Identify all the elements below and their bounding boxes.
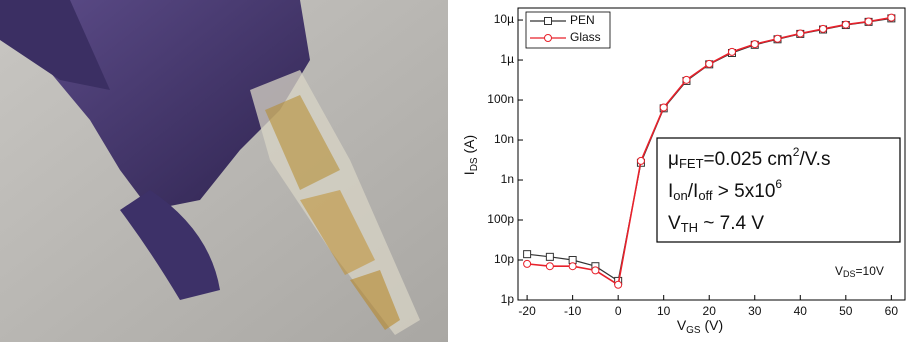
y-tick-label: 10n	[494, 132, 514, 146]
condition-part: V	[835, 264, 843, 278]
x-tick-label: 60	[885, 304, 899, 318]
plot-area: PEN Glass	[523, 13, 896, 289]
annotation-threshold: VTH ~ 7.4 V	[668, 213, 764, 235]
condition-label: VDS=10V	[835, 264, 884, 279]
marker	[568, 262, 577, 271]
annotation-part: I	[668, 181, 673, 202]
marker	[659, 103, 668, 112]
marker	[750, 40, 759, 49]
y-axis-title-sub: DS	[469, 157, 480, 171]
y-axis-title: IDS (A)	[461, 135, 480, 175]
marker	[887, 13, 896, 22]
marker	[636, 156, 645, 165]
annotation-part: μ	[668, 149, 679, 170]
y-tick-label: 1p	[501, 292, 515, 306]
annotation-part: V	[668, 213, 681, 234]
annotation-part: on	[673, 188, 687, 203]
marker	[614, 280, 623, 289]
annotation-part: /V.s	[799, 149, 830, 170]
annotation-part: FET	[679, 156, 704, 171]
annotation-box	[656, 137, 901, 243]
annotation-onoff: Ion/Ioff > 5x106	[668, 177, 782, 203]
y-axis-title-main: I	[461, 171, 477, 175]
marker	[796, 29, 805, 38]
legend-label: Glass	[570, 30, 601, 44]
condition-part: =10V	[856, 264, 884, 278]
y-tick-label: 10p	[494, 252, 514, 266]
annotation-mobility: μFET=0.025 cm2/V.s	[668, 145, 830, 171]
marker	[864, 17, 873, 26]
x-tick-label: -10	[564, 304, 582, 318]
x-axis-title-unit: (V)	[701, 317, 724, 333]
legend-marker	[544, 17, 552, 25]
annotation-part: 2	[793, 145, 800, 159]
marker	[682, 75, 691, 84]
y-tick-label: 1µ	[500, 52, 514, 66]
legend-marker	[544, 34, 552, 42]
marker	[591, 266, 600, 275]
annotation-part: 6	[775, 177, 782, 191]
annotation-part: TH	[681, 220, 698, 235]
annotation-part: /I	[688, 181, 699, 202]
marker	[523, 259, 532, 268]
y-axis-title-unit: (A)	[461, 135, 477, 158]
x-axis-title-sub: GS	[686, 325, 701, 336]
marker	[545, 262, 554, 271]
x-tick-label: 50	[839, 304, 853, 318]
marker	[705, 59, 714, 68]
marker	[841, 20, 850, 29]
x-tick-label: 30	[748, 304, 762, 318]
marker	[819, 24, 828, 33]
y-tick-label: 10µ	[494, 12, 514, 26]
x-axis-title-main: V	[677, 317, 687, 333]
photo	[0, 0, 448, 342]
annotation-part: ~ 7.4 V	[698, 213, 764, 234]
annotation-part: off	[698, 188, 713, 203]
marker	[727, 47, 736, 56]
marker	[523, 250, 532, 259]
marker	[545, 252, 554, 261]
annotation-part: =0.025 cm	[704, 149, 793, 170]
x-tick-label: 40	[794, 304, 808, 318]
y-tick-label: 100n	[487, 92, 514, 106]
x-tick-label: 20	[703, 304, 717, 318]
marker	[773, 34, 782, 43]
x-axis-title: VGS (V)	[677, 317, 723, 336]
condition-part: DS	[843, 269, 856, 279]
x-tick-label: 0	[615, 304, 622, 318]
y-tick-label: 100p	[487, 212, 514, 226]
annotation-part: > 5x10	[713, 181, 776, 202]
x-tick-label: 10	[657, 304, 671, 318]
legend-box	[525, 11, 611, 49]
x-tick-label: -20	[518, 304, 536, 318]
legend-label: PEN	[570, 13, 595, 27]
y-tick-label: 1n	[501, 172, 514, 186]
